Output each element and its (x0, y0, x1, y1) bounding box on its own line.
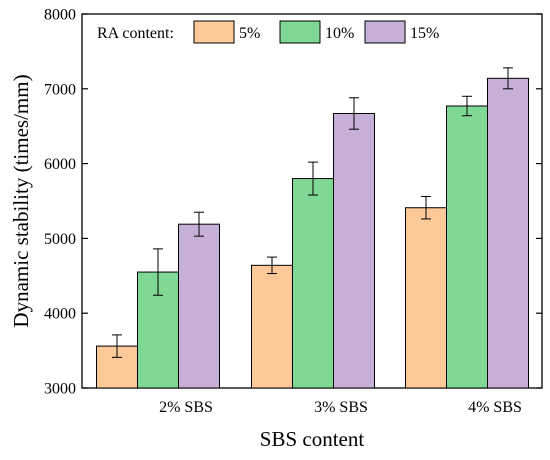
x-tick-label: 4% SBS (468, 399, 522, 416)
bar (446, 105, 488, 389)
legend: RA content: 5% 10% 15% (97, 20, 439, 44)
y-tick-label: 8000 (44, 7, 76, 24)
bar (251, 264, 293, 389)
y-tick-label: 5000 (44, 231, 76, 248)
legend-title: RA content: (97, 25, 174, 42)
bar (292, 178, 334, 389)
y-axis-title: Dynamic stability (times/mm) (9, 74, 33, 327)
x-tick-label: 3% SBS (314, 399, 368, 416)
bar (178, 223, 220, 389)
bars (96, 77, 529, 389)
legend-label: 5% (239, 25, 260, 42)
bar (405, 207, 447, 389)
legend-swatch (193, 20, 235, 44)
legend-label: 15% (410, 25, 439, 42)
x-tick-label: 2% SBS (159, 399, 213, 416)
y-tick-label: 7000 (44, 81, 76, 98)
x-axis-title: SBS content (260, 427, 365, 451)
legend-swatch (364, 20, 406, 44)
y-tick-label: 4000 (44, 306, 76, 323)
y-tick-label: 6000 (44, 156, 76, 173)
y-tick-label: 3000 (44, 381, 76, 398)
legend-swatch (279, 20, 321, 44)
legend-label: 10% (325, 25, 354, 42)
error-bars (112, 67, 513, 358)
y-axis-ticks: 3000 4000 5000 6000 7000 8000 (44, 7, 542, 398)
bar (487, 77, 529, 389)
bar (333, 112, 375, 389)
x-axis-tick-labels: 2% SBS 3% SBS 4% SBS (159, 399, 522, 416)
